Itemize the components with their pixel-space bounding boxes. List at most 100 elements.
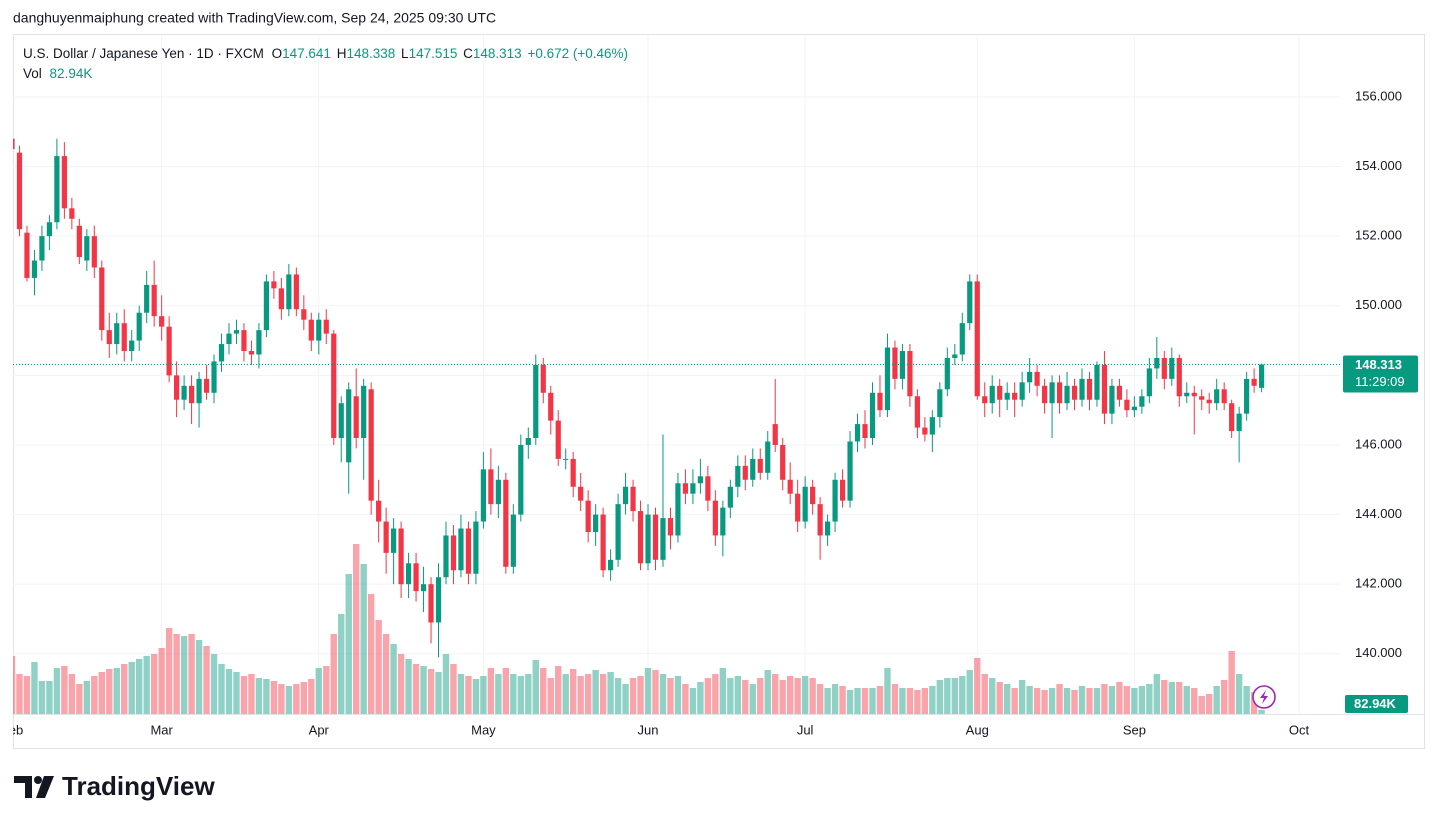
volume-bar bbox=[106, 669, 113, 714]
candle-body bbox=[1131, 406, 1137, 411]
volume-bar bbox=[996, 682, 1003, 714]
candle-body bbox=[450, 535, 457, 571]
candle-body bbox=[1064, 385, 1070, 404]
candle-body bbox=[675, 483, 681, 536]
alert-icon[interactable] bbox=[1252, 685, 1276, 709]
candle-body bbox=[570, 458, 576, 487]
candle-body bbox=[1146, 368, 1152, 397]
volume-bar bbox=[824, 688, 831, 714]
volume-bar bbox=[427, 669, 435, 714]
volume-bar bbox=[689, 688, 697, 714]
candle-body bbox=[1161, 357, 1167, 379]
x-tick-label: Sep bbox=[1123, 722, 1146, 737]
candle-body bbox=[832, 479, 838, 522]
candle-body bbox=[518, 444, 524, 515]
candle-body bbox=[1109, 385, 1115, 414]
volume-bar bbox=[457, 674, 465, 714]
volume-bar bbox=[614, 678, 622, 714]
candle-body bbox=[473, 521, 479, 574]
candle-body bbox=[420, 584, 427, 592]
volume-bar bbox=[951, 678, 959, 714]
candle-body bbox=[263, 281, 270, 331]
candle-body bbox=[727, 486, 733, 508]
candle-body bbox=[854, 424, 861, 442]
candle-body bbox=[525, 438, 531, 445]
volume-bar bbox=[1071, 690, 1078, 714]
volume-bar bbox=[300, 682, 308, 714]
volume-bar bbox=[412, 664, 420, 714]
last-price-label: 148.313 bbox=[1355, 357, 1402, 372]
candle-body bbox=[271, 281, 277, 289]
candle-body bbox=[106, 330, 112, 345]
volume-bar bbox=[869, 688, 876, 714]
x-tick-label: Jul bbox=[797, 722, 814, 737]
price-axis: 140.000142.000144.000146.000148.000150.0… bbox=[1343, 88, 1418, 713]
volume-bar bbox=[1093, 688, 1101, 714]
volume-bar bbox=[465, 676, 472, 714]
volume-bar bbox=[929, 686, 936, 714]
volume-bar bbox=[637, 676, 644, 714]
volume-bar bbox=[240, 676, 248, 714]
volume-bar bbox=[210, 654, 218, 714]
volume-bar bbox=[293, 684, 300, 714]
volume-bar bbox=[921, 688, 929, 714]
volume-bar bbox=[323, 666, 330, 714]
candle-body bbox=[667, 518, 674, 536]
volume-bar bbox=[1146, 684, 1153, 714]
candle-body bbox=[967, 281, 973, 324]
volume-bar bbox=[68, 674, 76, 714]
candle-body bbox=[1154, 357, 1160, 369]
volume-bar bbox=[794, 678, 801, 714]
volume-bar bbox=[1206, 694, 1213, 714]
candle-body bbox=[286, 274, 292, 310]
candle-body bbox=[338, 403, 344, 439]
volume-bar bbox=[1078, 686, 1086, 714]
volume-bar bbox=[1183, 686, 1190, 714]
volume-bar bbox=[1033, 688, 1041, 714]
volume-bar bbox=[150, 654, 158, 714]
volume-bar bbox=[248, 674, 255, 714]
candle-body bbox=[368, 389, 374, 501]
volume-bar bbox=[405, 659, 412, 714]
volume-bar bbox=[1041, 690, 1048, 714]
candle-body bbox=[914, 396, 920, 428]
volume-bar bbox=[891, 684, 899, 714]
volume-bar bbox=[128, 662, 135, 714]
candle-body bbox=[548, 392, 554, 421]
candle-body bbox=[1034, 371, 1040, 386]
candle-body bbox=[218, 344, 225, 362]
candle-body bbox=[129, 340, 135, 352]
volume-bar bbox=[46, 681, 53, 714]
volume-bar bbox=[809, 678, 816, 714]
volume-bar bbox=[338, 614, 345, 714]
volume-bar bbox=[1116, 682, 1123, 714]
x-tick-label: Apr bbox=[309, 722, 330, 737]
y-tick-label: 150.000 bbox=[1355, 297, 1402, 312]
candle-body bbox=[952, 354, 958, 358]
volume-bar bbox=[569, 669, 577, 714]
candle-body bbox=[488, 469, 494, 505]
candle-body bbox=[233, 330, 240, 334]
candle-body bbox=[405, 563, 412, 585]
volume-bar bbox=[906, 688, 914, 714]
candle-body bbox=[495, 479, 501, 505]
candle-body bbox=[226, 333, 232, 345]
candle-body bbox=[241, 330, 247, 352]
candle-body bbox=[480, 469, 487, 522]
volume-bar bbox=[749, 684, 756, 714]
x-tick-label: Jun bbox=[638, 722, 659, 737]
volume-bar bbox=[61, 666, 68, 714]
volume-bar bbox=[83, 681, 91, 714]
volume-bar bbox=[981, 674, 988, 714]
candle-body bbox=[937, 389, 943, 418]
volume-bar bbox=[487, 668, 495, 714]
volume-bar bbox=[532, 660, 539, 714]
grid bbox=[13, 35, 1340, 714]
candle-body bbox=[248, 351, 255, 355]
volume-bar bbox=[1235, 674, 1243, 714]
volume-bar bbox=[801, 676, 809, 714]
volume-bar bbox=[936, 680, 944, 714]
volume-bar bbox=[659, 674, 667, 714]
volume-bar bbox=[1228, 651, 1235, 714]
